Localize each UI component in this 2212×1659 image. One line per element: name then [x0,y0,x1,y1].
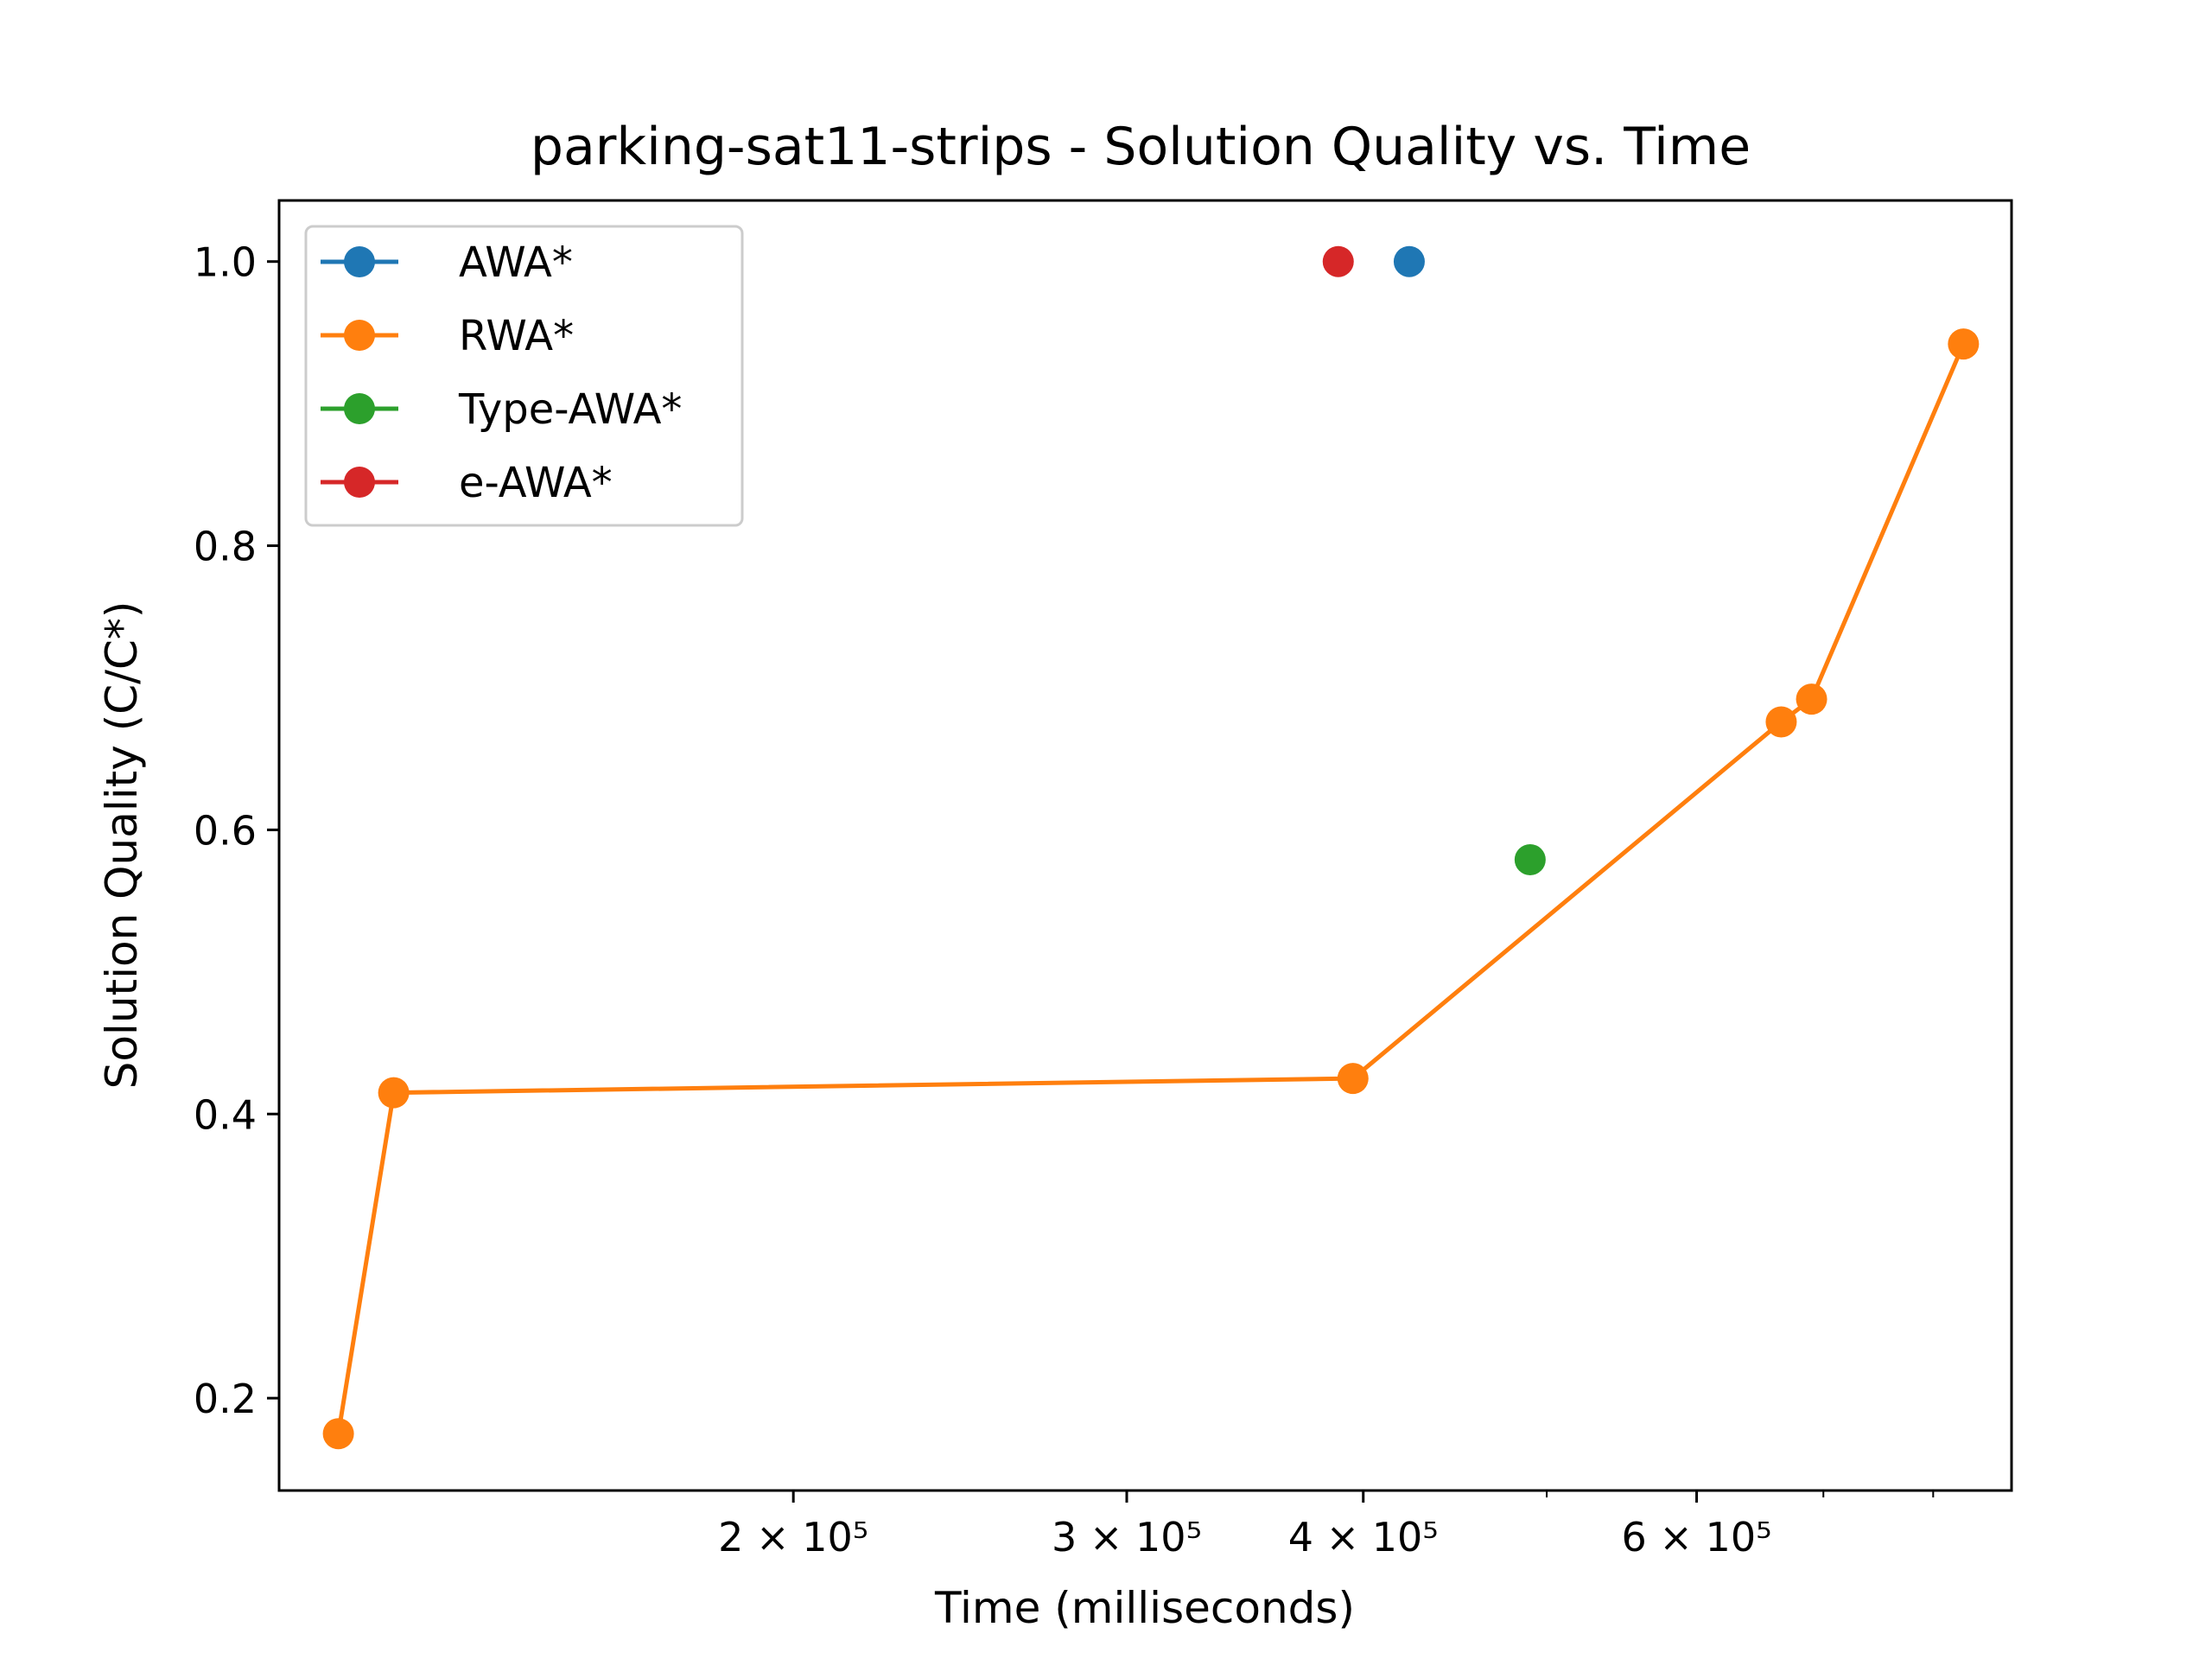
y-axis-label: Solution Quality (C/C*) [97,601,147,1090]
legend-marker-awa [344,246,375,277]
x-tick-label: 2 × 10⁵ [718,1514,868,1560]
y-tick-label: 0.2 [194,1376,257,1422]
series-line-rwa [336,343,1966,1434]
plot-marks [322,245,1980,1450]
x-axis: 2 × 10⁵ 3 × 10⁵ 4 × 10⁵ 6 × 10⁵ [718,1491,1935,1560]
data-point-rwa [1796,683,1827,715]
data-point-rwa [1765,706,1797,738]
legend: AWA* RWA* Type-AWA* e-AWA* [304,225,744,527]
x-tick-label: 4 × 10⁵ [1288,1514,1439,1560]
data-point-rwa [1337,1063,1369,1095]
y-tick-label: 1.0 [194,239,257,286]
legend-label-type-awa: Type-AWA* [458,385,682,434]
data-point-awa [1393,245,1425,277]
chart-title: parking-sat11-strips - Solution Quality … [531,117,1751,177]
x-tick-label: 3 × 10⁵ [1052,1514,1202,1560]
x-axis-label: Time (milliseconds) [934,1583,1355,1633]
data-point-rwa [322,1418,354,1450]
y-tick-label: 0.4 [194,1091,257,1138]
y-axis: 0.2 0.4 0.6 0.8 1.0 [194,239,279,1422]
data-point-rwa [378,1077,410,1109]
legend-label-e-awa: e-AWA* [459,459,613,507]
plot-frame [277,199,2013,1492]
legend-marker-type-awa [344,393,375,424]
y-tick-label: 0.6 [194,807,257,854]
data-point-type-awa [1514,843,1546,875]
legend-label-rwa: RWA* [459,312,574,360]
y-tick-label: 0.8 [194,524,257,570]
data-point-rwa [1948,328,1980,360]
legend-marker-rwa [344,320,375,351]
legend-marker-e-awa [344,467,375,498]
x-tick-label: 6 × 10⁵ [1622,1514,1772,1560]
legend-box [304,225,744,527]
data-point-e-awa [1322,245,1354,277]
legend-label-awa: AWA* [459,238,573,287]
